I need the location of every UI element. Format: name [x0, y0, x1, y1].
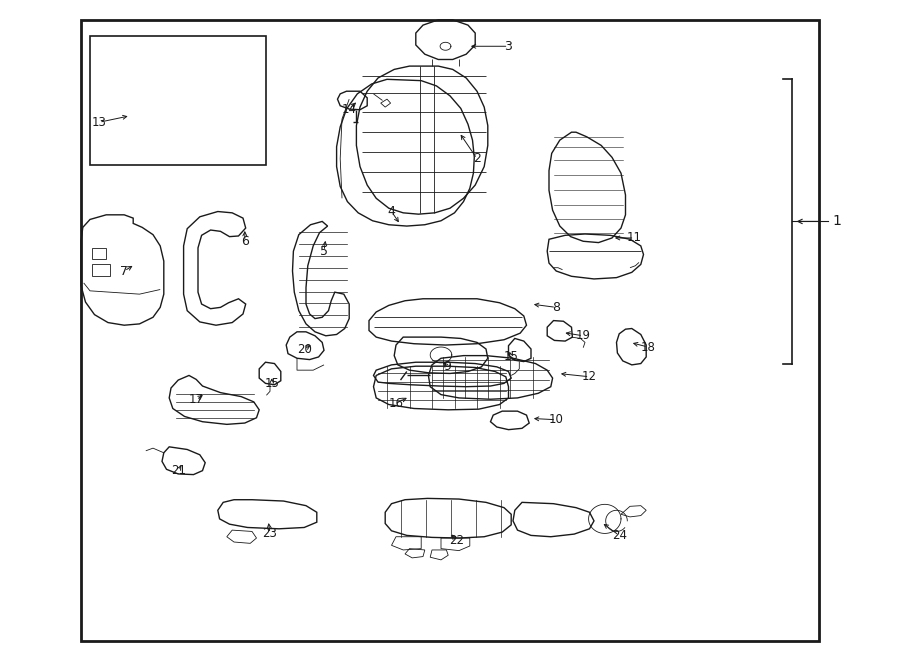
Text: 6: 6	[241, 235, 248, 248]
Text: 14: 14	[342, 102, 356, 116]
Text: 8: 8	[553, 301, 560, 314]
Text: 5: 5	[320, 245, 328, 258]
Text: 7: 7	[121, 264, 128, 278]
Text: 18: 18	[641, 340, 655, 354]
Text: 21: 21	[171, 464, 185, 477]
Text: 3: 3	[505, 40, 512, 53]
Text: 17: 17	[189, 393, 203, 407]
Text: 13: 13	[92, 116, 106, 129]
Text: 22: 22	[449, 534, 464, 547]
Text: 15: 15	[504, 350, 518, 364]
Text: 20: 20	[297, 342, 311, 356]
Text: 12: 12	[582, 370, 597, 383]
Text: 2: 2	[473, 152, 481, 165]
Text: 19: 19	[576, 329, 590, 342]
Text: 10: 10	[549, 413, 563, 426]
Text: 1: 1	[832, 214, 842, 229]
Text: 4: 4	[388, 205, 395, 218]
Bar	[90, 36, 266, 165]
Text: 15: 15	[265, 377, 279, 390]
Bar	[81, 20, 819, 641]
Text: 11: 11	[627, 231, 642, 245]
Text: 23: 23	[263, 527, 277, 540]
Text: 16: 16	[389, 397, 403, 410]
Text: 24: 24	[612, 529, 626, 542]
Text: 9: 9	[444, 360, 451, 373]
